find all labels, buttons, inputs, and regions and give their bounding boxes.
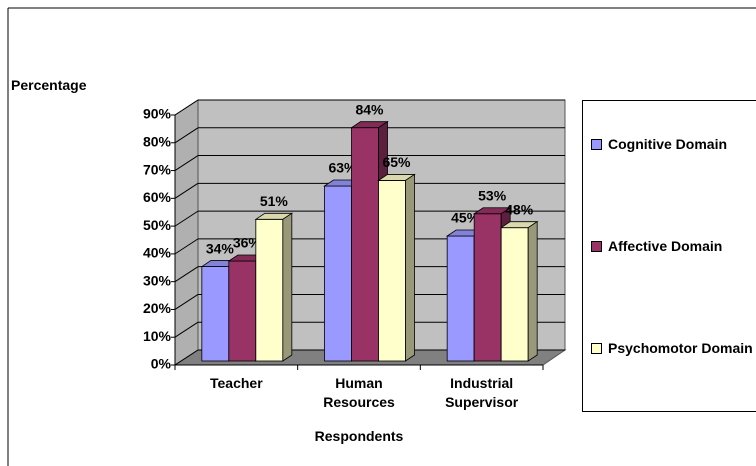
side-wall [174,99,199,366]
y-tick-label: 70% [143,161,172,177]
x-tick-label: Human Resources [323,375,395,410]
y-tick-label: 90% [143,106,172,122]
side-grid-line [174,182,199,199]
value-label: 84% [355,101,384,117]
side-grid-line [174,294,199,310]
bar-side [527,220,538,362]
legend-label: Psychomotor Domain [608,340,753,356]
value-label: 51% [260,193,289,209]
bar-side [282,212,293,362]
value-label: 36% [233,235,262,251]
legend-item: Cognitive Domain [591,135,756,154]
legend: Cognitive Domain Affective Domain Psychomo… [582,100,756,412]
legend-swatch [591,343,602,354]
y-axis-title: Percentage [11,77,87,93]
bar-front [473,213,502,362]
side-grid-line [174,99,199,116]
side-grid-line [174,127,199,144]
legend-item: Affective Domain [591,237,756,256]
legend-swatch [591,139,602,150]
y-tick-label: 50% [143,217,172,233]
side-grid-line [174,349,199,366]
legend-label: Cognitive Domain [608,136,728,152]
legend-item: Psychomotor Domain [591,339,756,358]
legend-label: Affective Domain [608,238,723,254]
bar [499,220,539,362]
bar-front [201,266,230,362]
bar-front [351,127,379,362]
y-tick-label: 80% [143,133,172,149]
legend-swatch [591,241,602,252]
bar-side [405,173,415,362]
side-grid-line [174,238,199,255]
bar [254,212,294,362]
side-grid-line [174,266,199,283]
y-tick-label: 20% [143,300,172,316]
side-grid-line [174,210,199,227]
y-tick-label: 30% [143,272,172,288]
x-tick-label: Industrial Supervisor [445,375,519,410]
side-grid-line [174,321,199,338]
value-label: 48% [505,201,534,217]
value-label: 45% [451,210,480,226]
bar [377,173,416,362]
value-label: 65% [382,154,411,170]
bar-front [255,218,284,362]
value-label: 53% [478,187,507,203]
y-tick-label: 10% [143,328,172,344]
y-tick-label: 60% [143,189,172,205]
y-tick-label: 40% [143,245,172,261]
x-axis-title: Respondents [314,428,404,444]
bar-front [500,227,529,362]
value-label: 34% [206,240,235,256]
value-label: 63% [328,160,357,176]
y-tick-label: 0% [151,356,172,372]
side-grid-line [174,155,199,171]
x-tick-label: Teacher [209,375,263,391]
bar-front [228,260,257,362]
bar-front [446,235,475,362]
bar-front [324,185,352,362]
bar-front [378,180,406,362]
